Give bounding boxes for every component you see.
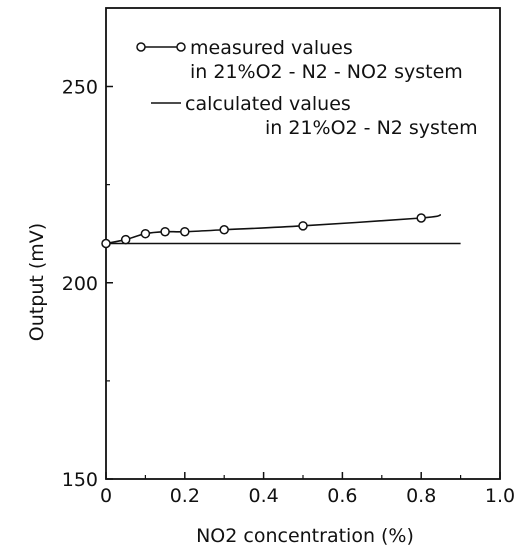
measured-data-point xyxy=(120,234,131,245)
x-axis-title: NO2 concentration (%) xyxy=(196,525,414,547)
measured-data-point xyxy=(416,213,426,223)
x-tick-label: 0.8 xyxy=(406,485,436,507)
measured-data-point xyxy=(219,225,229,235)
axis-ticks: 0 0.2 0.4 0.6 0.8 1.0 150 200 250 xyxy=(62,77,515,508)
y-axis-title: Output (mV) xyxy=(26,223,48,341)
legend-measured-label: measured values xyxy=(190,37,353,59)
measured-data-point xyxy=(180,226,190,237)
measured-values-curve xyxy=(105,214,442,245)
x-tick-label: 0.2 xyxy=(170,485,200,507)
measured-data-point xyxy=(160,226,170,237)
y-tick-label: 150 xyxy=(62,469,98,491)
x-tick-label: 0.6 xyxy=(327,485,357,507)
legend-measured-system: in 21%O2 - N2 - NO2 system xyxy=(190,61,463,83)
measured-data-point xyxy=(140,228,151,239)
y-tick-label: 200 xyxy=(62,273,98,295)
x-tick-label: 1.0 xyxy=(485,485,515,507)
y-tick-label: 250 xyxy=(62,77,98,99)
series-measured xyxy=(101,213,442,249)
x-tick-label: 0 xyxy=(100,485,112,507)
legend-calculated-system: in 21%O2 - N2 system xyxy=(265,117,478,139)
legend: measured values in 21%O2 - N2 - NO2 syst… xyxy=(136,37,478,139)
legend-calculated-label: calculated values xyxy=(185,93,351,115)
measured-data-point xyxy=(101,238,111,249)
x-tick-label: 0.4 xyxy=(248,485,278,507)
measured-data-point xyxy=(298,221,308,231)
legend-measured-marker-right xyxy=(176,42,186,52)
legend-measured-marker-left xyxy=(136,42,146,52)
